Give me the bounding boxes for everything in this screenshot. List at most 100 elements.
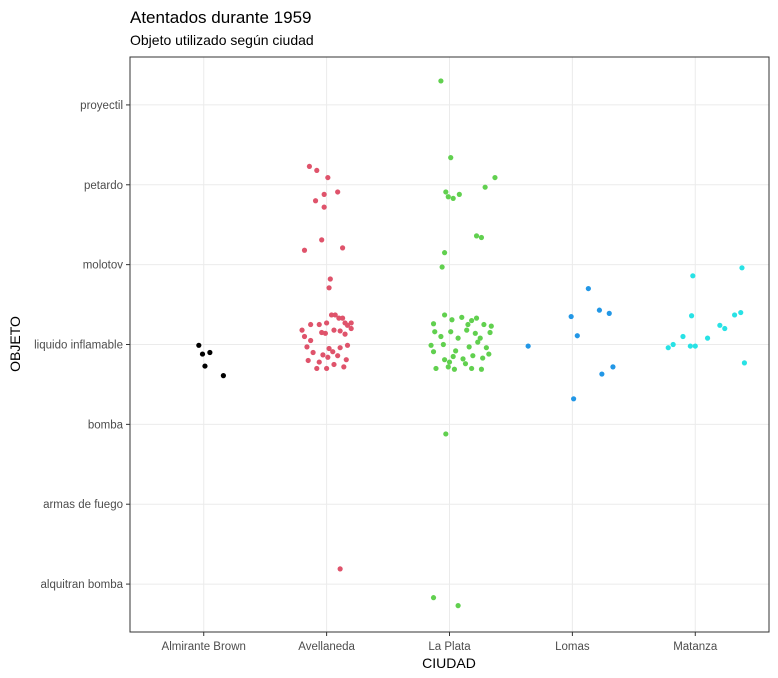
point-avellaneda-bomba <box>342 331 348 337</box>
chart-subtitle: Objeto utilizado según ciudad <box>130 32 314 48</box>
point-lomas-bomba <box>599 371 605 377</box>
point-matanza-bomba <box>680 333 686 340</box>
point-la-plata-bomba <box>466 344 472 350</box>
point-avellaneda-bomba <box>344 322 351 328</box>
point-avellaneda-bomba <box>320 352 326 358</box>
point-la-plata-bomba <box>486 351 492 357</box>
point-avellaneda-bomba <box>310 349 316 356</box>
point-avellaneda-bomba <box>316 359 322 365</box>
point-avellaneda-bomba <box>319 329 325 336</box>
point-matanza-bomba <box>665 345 671 351</box>
point-matanza-bomba <box>704 335 711 341</box>
x-axis: Almirante Brown Avellaneda La Plata Lomas Ma… <box>162 632 718 653</box>
x-tick-label-avellaneda: Avellaneda <box>298 641 355 653</box>
point-la-plata-bomba <box>428 342 434 348</box>
point-la-plata-bomba <box>451 366 458 372</box>
point-avellaneda-bomba <box>325 354 331 360</box>
point-la-plata-bomba <box>480 355 486 361</box>
point-avellaneda-bomba <box>305 357 311 364</box>
point-almirante-brown-bomba <box>202 363 208 369</box>
point-la-plata-bomba <box>445 364 451 370</box>
point-avellaneda-bomba <box>348 320 354 326</box>
point-la-plata-petardo <box>492 174 498 181</box>
point-lomas-bomba <box>596 307 603 313</box>
y-tick-label-armas-de-fuego: armas de fuego <box>43 499 123 511</box>
point-avellaneda-bomba <box>348 325 354 332</box>
point-la-plata-alquitran-bomba <box>430 595 437 601</box>
point-la-plata-molotov <box>441 250 448 256</box>
point-avellaneda-bomba <box>330 349 336 355</box>
point-la-plata-bomba <box>440 341 446 348</box>
grid <box>130 57 769 632</box>
point-avellaneda-bomba <box>314 365 320 372</box>
point-matanza-bomba <box>738 309 744 316</box>
point-la-plata-bomba <box>453 348 459 354</box>
point-matanza-bomba <box>688 313 695 319</box>
y-tick-label-alquitran-bomba: alquitran bomba <box>41 579 124 591</box>
point-la-plata-bomba <box>472 330 478 336</box>
y-axis: alquitran bomba armas de fuego bomba liquid… <box>34 100 130 591</box>
point-avellaneda-molotov <box>327 276 333 282</box>
point-almirante-brown-bomba <box>220 373 226 379</box>
point-avellaneda-alquitran-bomba <box>337 566 343 572</box>
point-avellaneda-bomba <box>316 321 322 328</box>
point-la-plata-bomba <box>448 329 454 335</box>
point-la-plata-bomba <box>487 329 493 336</box>
y-tick-label-petardo: petardo <box>84 180 123 192</box>
point-matanza-bomba <box>741 360 748 366</box>
point-avellaneda-bomba <box>337 328 343 334</box>
point-lomas-bomba <box>606 310 612 316</box>
x-tick-label-almirante-brown: Almirante Brown <box>162 641 246 653</box>
point-la-plata-bomba <box>450 353 456 360</box>
point-la-plata-bomba <box>441 312 448 318</box>
point-matanza-bomba <box>687 343 693 349</box>
y-tick-label-proyectil: proyectil <box>80 100 123 112</box>
point-lomas-bomba <box>568 313 574 320</box>
point-la-plata-bomba <box>430 321 437 327</box>
point-avellaneda-bomba <box>336 315 342 321</box>
y-tick-label-bomba: bomba <box>88 419 124 431</box>
point-avellaneda-bomba <box>304 344 310 350</box>
point-avellaneda-petardo <box>306 163 313 170</box>
point-avellaneda-petardo <box>325 174 331 181</box>
point-la-plata-bomba <box>473 315 480 321</box>
point-la-plata-petardo <box>443 189 449 195</box>
point-avellaneda-molotov <box>326 285 332 291</box>
point-matanza-bomba <box>717 322 723 328</box>
point-almirante-brown-bomba <box>207 349 213 356</box>
point-la-plata-bomba <box>459 314 465 320</box>
point-matanza-bomba <box>670 341 676 348</box>
point-avellaneda-bomba <box>339 315 346 321</box>
point-avellaneda-petardo <box>335 189 341 195</box>
point-la-plata-bomba <box>438 333 444 340</box>
point-lomas-molotov <box>585 285 591 292</box>
point-la-plata-petardo <box>450 195 456 201</box>
point-avellaneda-petardo <box>312 198 319 204</box>
point-avellaneda-bomba <box>324 365 330 372</box>
point-la-plata-bomba <box>488 323 494 329</box>
y-axis-title: OBJETO <box>7 316 23 372</box>
point-la-plata-bomba <box>462 361 469 367</box>
point-matanza-bomba <box>692 343 698 349</box>
y-tick-label-liquido-inflamable: liquido inflamable <box>34 340 123 352</box>
point-avellaneda-molotov <box>301 247 308 253</box>
point-avellaneda-petardo <box>314 167 320 174</box>
point-avellaneda-bomba <box>331 327 337 333</box>
point-avellaneda-bomba <box>299 327 305 333</box>
point-la-plata-bomba <box>441 357 448 363</box>
point-avellaneda-bomba <box>341 364 347 370</box>
point-avellaneda-bomba <box>301 333 308 340</box>
point-la-plata-bomba <box>460 356 466 362</box>
point-almirante-brown-bomba <box>199 351 206 357</box>
point-la-plata-petardo <box>478 234 485 241</box>
y-tick-label-molotov: molotov <box>83 260 124 272</box>
x-tick-label-la-plata: La Plata <box>428 641 471 653</box>
point-la-plata-bomba <box>470 353 476 359</box>
point-avellaneda-bomba <box>308 321 314 328</box>
point-avellaneda-molotov <box>339 245 346 251</box>
point-la-plata-bomba <box>430 349 437 355</box>
point-lomas-bomba <box>610 364 616 370</box>
point-lomas-bomba <box>571 396 577 402</box>
point-avellaneda-petardo <box>321 204 327 210</box>
